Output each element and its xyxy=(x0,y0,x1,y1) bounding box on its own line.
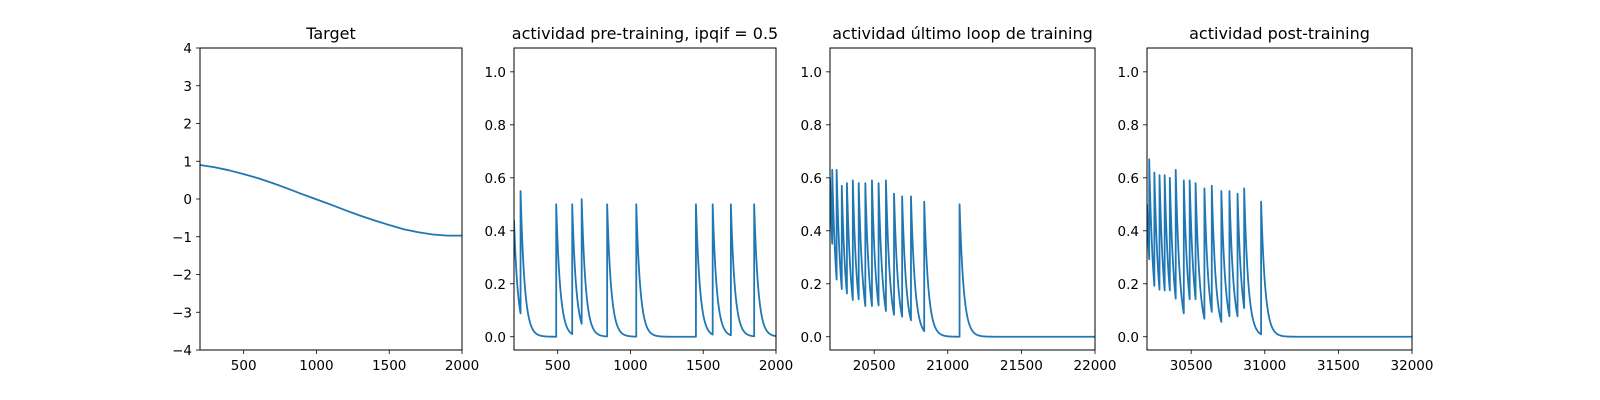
y-tick-label: 1.0 xyxy=(1118,65,1139,81)
y-tick-label: 0.4 xyxy=(1118,224,1139,240)
y-tick-label: 0.8 xyxy=(1118,118,1139,134)
y-tick-label: 0.2 xyxy=(801,277,822,293)
y-tick-label: 0.6 xyxy=(1118,171,1139,187)
axes-frame xyxy=(1146,47,1413,351)
y-tick-label: 0.2 xyxy=(1118,277,1139,293)
x-tick-label: 2000 xyxy=(445,358,479,374)
y-tick-label: 0.4 xyxy=(801,224,822,240)
y-tick-label: 4 xyxy=(183,41,192,57)
subplot-3: 20500 21000 21500 22000 0.0 0.2 0.4 0.6 0.8 1.0 ac… xyxy=(801,24,1117,374)
y-tick-label: 1.0 xyxy=(801,65,822,81)
y-tick-label: 1.0 xyxy=(485,65,506,81)
subplot-title: actividad pre-training, ipqif = 0.5 xyxy=(512,24,778,43)
series-line xyxy=(200,164,462,237)
subplot-title: Target xyxy=(305,24,356,43)
y-tick-label: 0.8 xyxy=(485,118,506,134)
series-line xyxy=(830,168,1095,338)
y-tick-label: 0.0 xyxy=(801,330,822,346)
y-tick-label: 0 xyxy=(183,192,192,208)
x-tick-label: 21500 xyxy=(1000,358,1043,374)
x-tick-label: 31500 xyxy=(1317,358,1360,374)
x-tick-label: 22000 xyxy=(1074,358,1117,374)
subplot-4: 30500 31000 31500 32000 0.0 0.2 0.4 0.6 0.8 1.0 ac… xyxy=(1118,24,1434,374)
x-tick-label: 20500 xyxy=(853,358,896,374)
y-tick-label: 3 xyxy=(183,79,192,95)
x-tick-label: 32000 xyxy=(1391,358,1434,374)
y-tick-label: 1 xyxy=(183,154,192,170)
x-tick-label: 500 xyxy=(231,358,257,374)
series-line xyxy=(514,190,776,338)
x-tick-label: 31000 xyxy=(1243,358,1286,374)
x-tick-label: 2000 xyxy=(759,358,793,374)
series-line xyxy=(1147,158,1412,338)
x-tick-label: 1000 xyxy=(299,358,333,374)
axes-frame xyxy=(829,47,1096,351)
x-tick-label: 21000 xyxy=(926,358,969,374)
y-tick-label: 0.0 xyxy=(485,330,506,346)
y-tick-label: 0.6 xyxy=(801,171,822,187)
subplot-title: actividad post-training xyxy=(1189,24,1370,43)
y-tick-label: −2 xyxy=(172,268,192,284)
subplot-title: actividad último loop de training xyxy=(832,24,1093,43)
y-tick-label: −1 xyxy=(172,230,192,246)
y-tick-label: 2 xyxy=(183,117,192,133)
y-tick-label: −3 xyxy=(172,305,192,321)
x-tick-label: 1000 xyxy=(613,358,647,374)
subplot-2: 500 1000 1500 2000 0.0 0.2 0.4 0.6 0.8 1.0 activid… xyxy=(485,24,794,374)
y-tick-label: 0.4 xyxy=(485,224,506,240)
y-tick-label: 0.6 xyxy=(485,171,506,187)
subplot-1: 500 1000 1500 2000 −4 −3 −2 −1 0 1 2 3 4 Target xyxy=(172,24,479,374)
y-tick-label: 0.0 xyxy=(1118,330,1139,346)
x-tick-label: 500 xyxy=(545,358,571,374)
y-tick-label: −4 xyxy=(172,343,192,359)
x-tick-label: 1500 xyxy=(372,358,406,374)
axes-frame xyxy=(513,47,777,351)
y-tick-label: 0.2 xyxy=(485,277,506,293)
x-tick-label: 1500 xyxy=(686,358,720,374)
axes-frame xyxy=(199,47,463,351)
x-tick-label: 30500 xyxy=(1170,358,1213,374)
y-tick-label: 0.8 xyxy=(801,118,822,134)
